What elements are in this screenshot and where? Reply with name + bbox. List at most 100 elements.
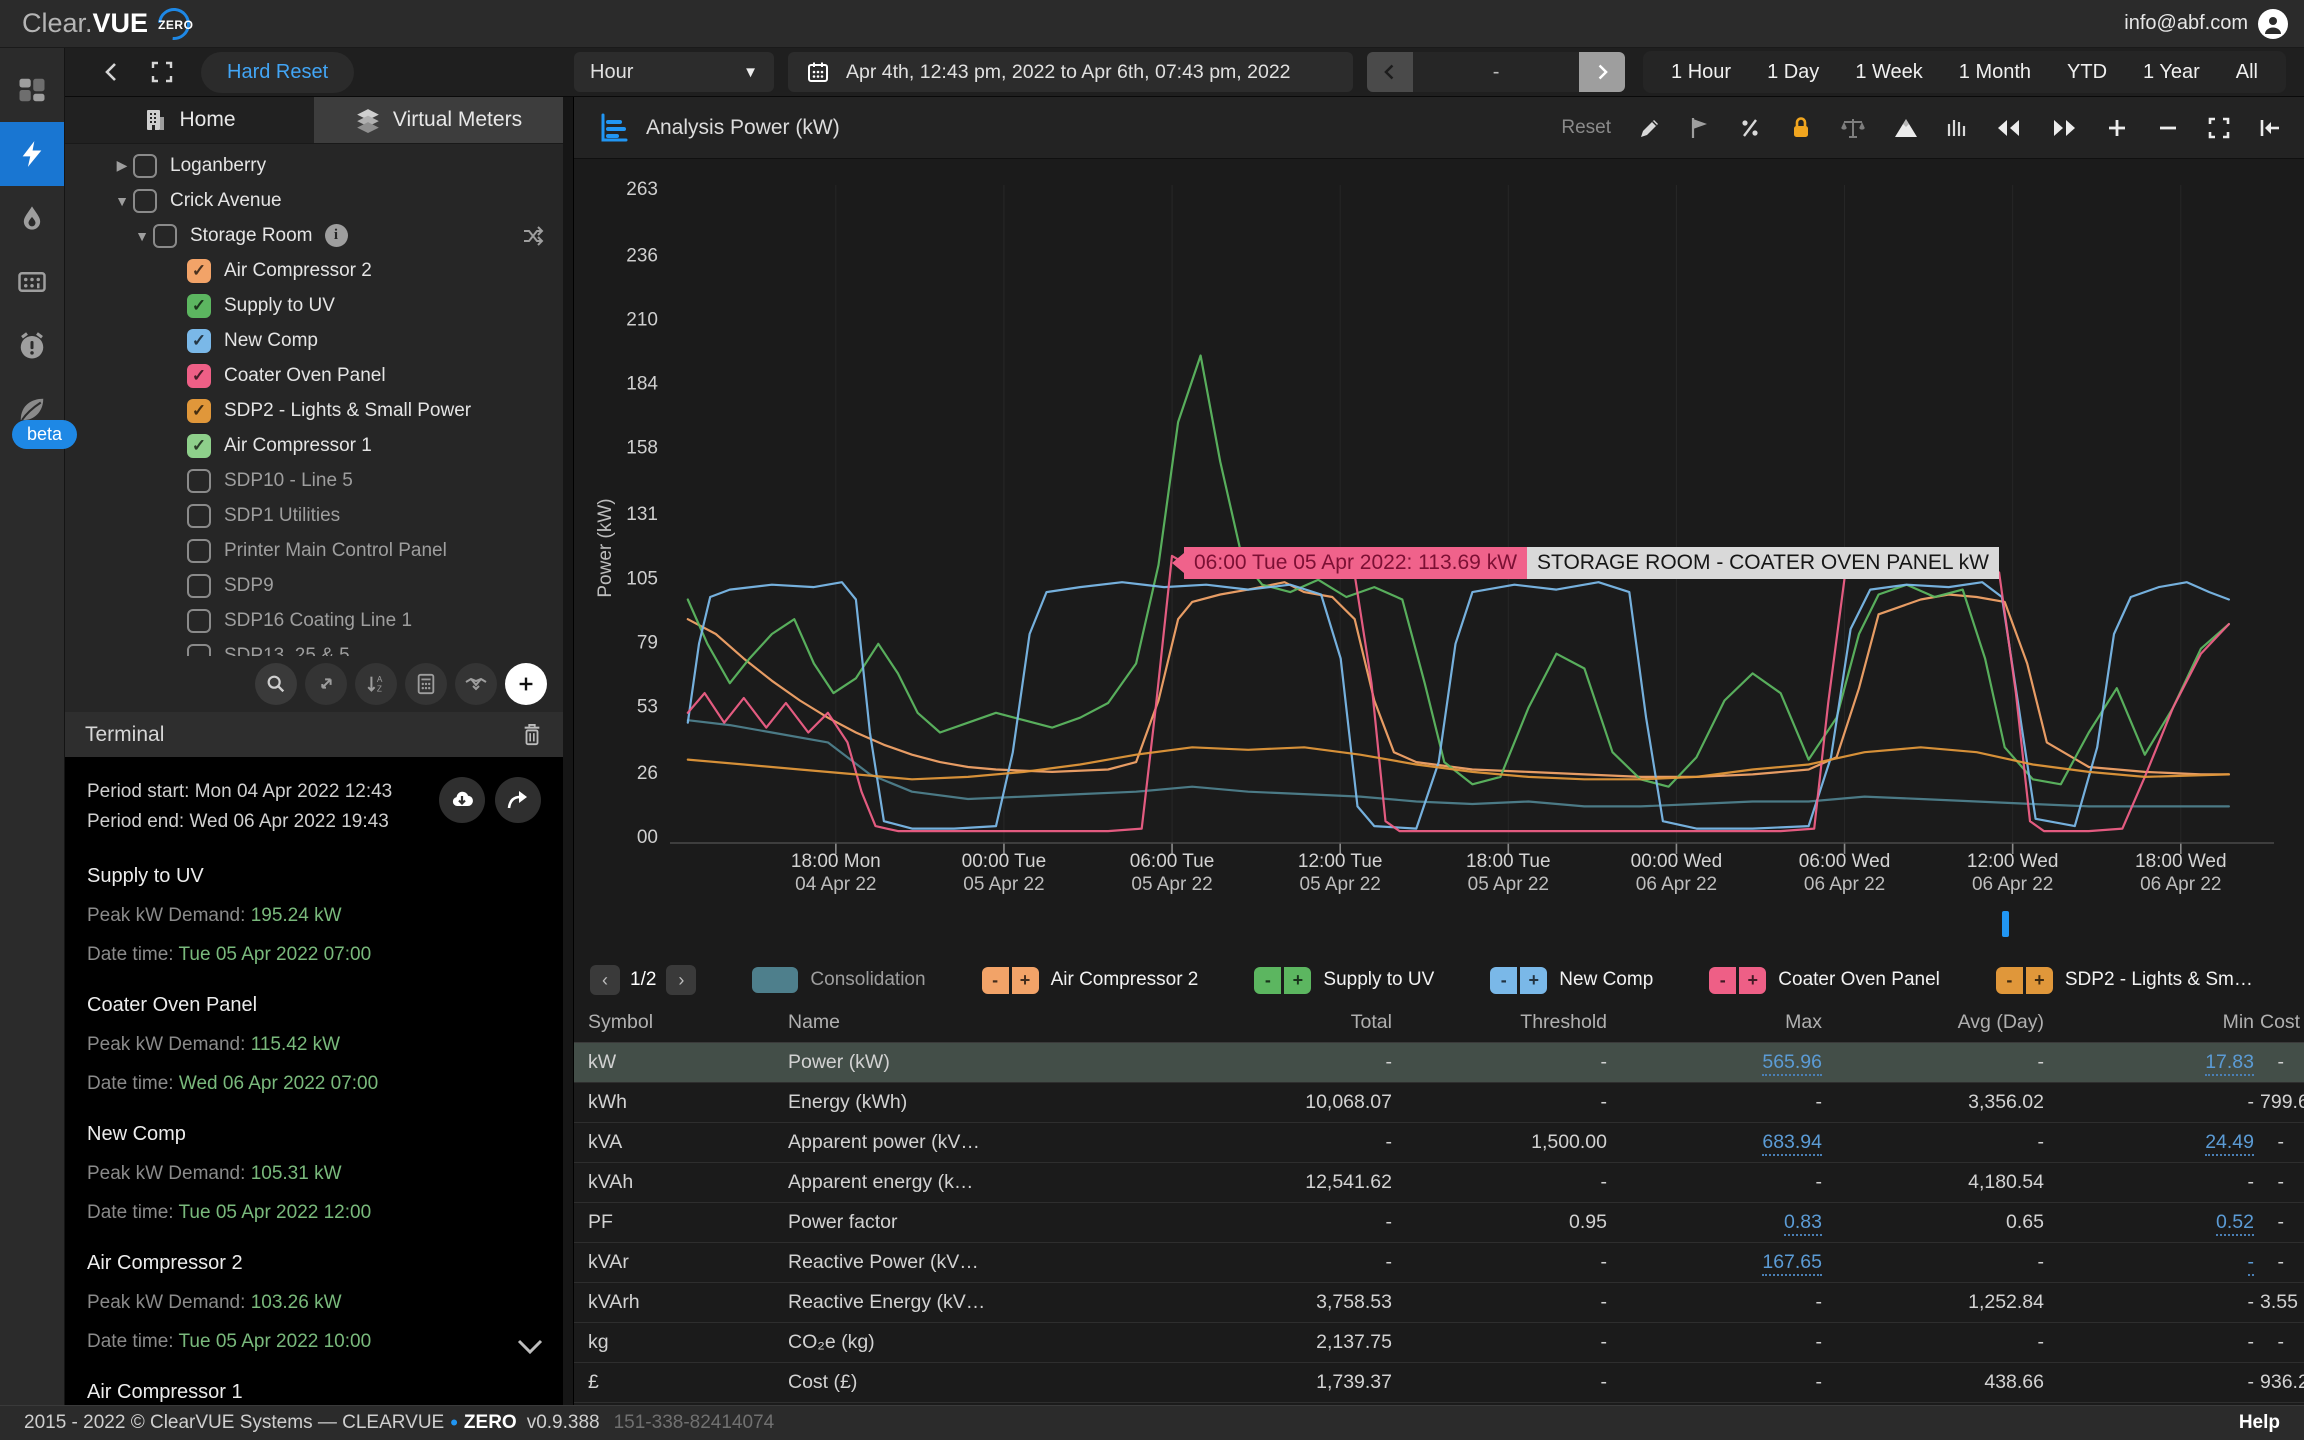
checkbox-sdp2-lights-small-power[interactable]: ✓ xyxy=(187,398,211,423)
tree-item-sdp10-line-5[interactable]: SDP10 - Line 5 xyxy=(65,463,563,498)
tree-item-sdp1-utilities[interactable]: SDP1 Utilities xyxy=(65,498,563,533)
table-row-[interactable]: £Cost (£)1,739.37--438.66-936.20 xyxy=(574,1363,2304,1403)
checkbox-sdp10-line-5[interactable] xyxy=(187,468,211,493)
checkbox-crick-avenue[interactable] xyxy=(133,188,157,213)
table-row-pf[interactable]: PF Power factor - 0.95 0.83 0.65 0.52 - xyxy=(574,1203,2304,1243)
candlestick-button[interactable] xyxy=(1946,116,1968,140)
hard-reset-button[interactable]: Hard Reset xyxy=(201,51,355,93)
flag-button[interactable] xyxy=(1689,116,1711,140)
fast-forward-button[interactable] xyxy=(2050,117,2078,139)
terminal-expand-button[interactable] xyxy=(515,1337,545,1363)
tree-item-sdp2-lights-small-power[interactable]: ✓ SDP2 - Lights & Small Power xyxy=(65,393,563,428)
cell-value-link[interactable]: 683.94 xyxy=(1762,1131,1822,1156)
table-row-kvar[interactable]: kVAr Reactive Power (kV… - - 167.65 - - - xyxy=(574,1243,2304,1283)
nav-dashboard[interactable] xyxy=(0,58,64,122)
legend-prev-button[interactable]: ‹ xyxy=(590,965,620,995)
legend-swatch[interactable] xyxy=(752,967,799,993)
calculator-button[interactable] xyxy=(405,663,447,705)
zoom-in-button[interactable] xyxy=(2105,116,2129,140)
search-button[interactable] xyxy=(255,663,297,705)
annotate-button[interactable] xyxy=(1638,116,1662,140)
legend-minus-button[interactable]: - xyxy=(981,966,1009,994)
legend-plus-button[interactable]: + xyxy=(1011,966,1039,994)
tree-item-sdp16-coating-line-1[interactable]: SDP16 Coating Line 1 xyxy=(65,603,563,638)
next-period-button[interactable] xyxy=(1579,52,1626,92)
download-button[interactable] xyxy=(439,777,485,823)
nav-water[interactable] xyxy=(0,186,64,250)
zoom-out-button[interactable] xyxy=(2156,116,2180,140)
peaks-button[interactable] xyxy=(1893,116,1919,140)
collapse-panel-button[interactable] xyxy=(2258,116,2282,140)
tree-item-loganberry[interactable]: ▶ Loganberry xyxy=(65,148,563,183)
legend-minus-button[interactable]: - xyxy=(1490,966,1518,994)
legend-plus-button[interactable]: + xyxy=(1520,966,1548,994)
tree-item-printer-main-control-panel[interactable]: Printer Main Control Panel xyxy=(65,533,563,568)
prev-period-button[interactable] xyxy=(1367,52,1414,92)
share-button[interactable] xyxy=(495,777,541,823)
checkbox-air-compressor-2[interactable]: ✓ xyxy=(187,258,211,283)
nav-sustainability[interactable] xyxy=(0,378,64,442)
legend-minus-button[interactable]: - xyxy=(1254,966,1282,994)
cell-value-link[interactable]: 167.65 xyxy=(1762,1251,1822,1276)
checkbox-coater-oven-panel[interactable]: ✓ xyxy=(187,363,211,388)
chevron-collapsed-icon[interactable]: ▶ xyxy=(116,157,128,173)
nav-meters[interactable] xyxy=(0,250,64,314)
date-range-picker[interactable]: Apr 4th, 12:43 pm, 2022 to Apr 6th, 07:4… xyxy=(788,52,1354,92)
clear-terminal-button[interactable] xyxy=(521,723,543,747)
checkbox-sdp1-utilities[interactable] xyxy=(187,503,211,528)
cell-value-link[interactable]: 565.96 xyxy=(1762,1051,1822,1076)
table-row-kwh[interactable]: kWh Energy (kWh) 10,068.07- -3,356.02-799.6… xyxy=(574,1083,2304,1123)
interval-dropdown[interactable]: Hour ▼ xyxy=(574,52,775,92)
checkbox-storage-room[interactable] xyxy=(153,223,177,248)
series-line-supply-to-uv[interactable] xyxy=(686,354,2231,788)
add-meter-button[interactable] xyxy=(505,663,547,705)
cell-value-link[interactable]: 24.49 xyxy=(2205,1131,2254,1156)
tab-home[interactable]: Home xyxy=(65,97,314,143)
checkbox-supply-to-uv[interactable]: ✓ xyxy=(187,293,211,318)
cell-value-link[interactable]: - xyxy=(2247,1251,2254,1276)
legend-next-button[interactable]: › xyxy=(666,965,697,995)
checkbox-sdp16-coating-line-1[interactable] xyxy=(187,608,211,633)
table-row-kva[interactable]: kVA Apparent power (kV… - 1,500.00 683.94 - 24… xyxy=(574,1123,2304,1163)
checkbox-new-comp[interactable]: ✓ xyxy=(187,328,211,353)
cell-value-link[interactable]: 17.83 xyxy=(2205,1051,2254,1076)
tree-item-air-compressor-2[interactable]: ✓ Air Compressor 2 xyxy=(65,253,563,288)
series-line-air-compressor-2[interactable] xyxy=(686,581,2231,779)
fullscreen-button[interactable] xyxy=(141,51,183,93)
nav-alarms[interactable] xyxy=(0,314,64,378)
tree-item-storage-room[interactable]: ▼ Storage Room i xyxy=(65,218,563,253)
percent-button[interactable] xyxy=(1738,116,1762,140)
legend-plus-button[interactable]: + xyxy=(1284,966,1312,994)
checkbox-air-compressor-1[interactable]: ✓ xyxy=(187,433,211,458)
fast-backward-button[interactable] xyxy=(1995,117,2023,139)
table-row-kw[interactable]: kW Power (kW) - - 565.96 - 17.83 - xyxy=(574,1043,2304,1083)
series-line-coater-oven-panel[interactable] xyxy=(686,551,2231,833)
tree-item-supply-to-uv[interactable]: ✓ Supply to UV xyxy=(65,288,563,323)
checkbox-loganberry[interactable] xyxy=(133,153,157,178)
tab-virtual-meters[interactable]: Virtual Meters xyxy=(314,97,563,143)
range-all[interactable]: All xyxy=(2235,60,2258,83)
chevron-expanded-icon[interactable]: ▼ xyxy=(135,227,149,244)
table-row-kg[interactable]: kg CO₂e (kg) 2,137.75- - - - - xyxy=(574,1323,2304,1363)
chart-fullscreen-button[interactable] xyxy=(2207,116,2231,140)
legend-plus-button[interactable]: + xyxy=(2025,966,2053,994)
user-avatar[interactable] xyxy=(2258,8,2288,39)
back-button[interactable] xyxy=(91,51,133,93)
compare-button[interactable] xyxy=(455,663,497,705)
checkbox-sdp9[interactable] xyxy=(187,573,211,598)
legend-item-consolidation[interactable]: Consolidation xyxy=(752,967,926,993)
legend-plus-button[interactable]: + xyxy=(1739,966,1767,994)
chart-reset-button[interactable]: Reset xyxy=(1561,116,1611,138)
tree-item-new-comp[interactable]: ✓ New Comp xyxy=(65,323,563,358)
tree-item-crick-avenue[interactable]: ▼ Crick Avenue xyxy=(65,183,563,218)
chevron-expanded-icon[interactable]: ▼ xyxy=(115,192,129,209)
info-icon[interactable]: i xyxy=(324,224,348,247)
legend-minus-button[interactable]: - xyxy=(1709,966,1737,994)
table-row-kvarh[interactable]: kVArh Reactive Energy (kV… 3,758.53 - - 1,252… xyxy=(574,1283,2304,1323)
legend-minus-button[interactable]: - xyxy=(1995,966,2023,994)
range-1-month[interactable]: 1 Month xyxy=(1958,60,2032,83)
chart-plot-area[interactable]: 18:00 Mon 04 Apr 22 00:00 Tue 05 Apr 22 06:0… xyxy=(574,159,2304,957)
range-1-week[interactable]: 1 Week xyxy=(1855,60,1923,83)
range-1-hour[interactable]: 1 Hour xyxy=(1671,60,1732,83)
